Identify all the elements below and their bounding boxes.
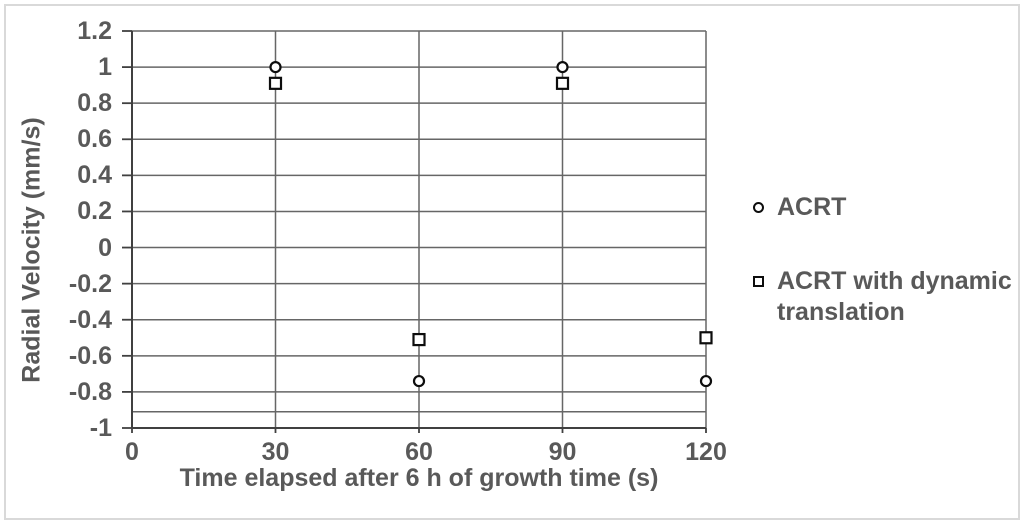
legend-label-acrt-dynamic-translation: ACRT with dynamic translation — [777, 267, 1012, 326]
y-tick-label: -0.4 — [68, 305, 112, 334]
data-point-square — [268, 76, 283, 90]
x-tick-label: 0 — [125, 438, 139, 466]
y-tick-label: 0.4 — [77, 161, 112, 190]
y-tick-label: 0.2 — [77, 197, 112, 226]
y-tick-label: 0 — [98, 233, 112, 262]
y-tick-label: -0.2 — [68, 269, 112, 298]
y-tick-label: 0.6 — [77, 125, 112, 154]
data-point-square — [412, 332, 426, 347]
data-point-square — [555, 76, 570, 90]
x-tick-label: 30 — [261, 438, 290, 466]
legend-item-acrt: ACRT — [753, 192, 1024, 223]
y-tick-label: 1 — [98, 53, 112, 82]
plot-area — [122, 30, 713, 433]
data-point-circle — [412, 374, 426, 388]
data-point-circle — [699, 374, 713, 388]
y-axis-title: Radial Velocity (mm/s) — [17, 117, 46, 383]
x-tick-label: 60 — [405, 438, 433, 466]
y-tick-label: 1.2 — [77, 17, 112, 45]
y-tick-label: -1 — [89, 414, 112, 442]
y-tick-label: 0.8 — [77, 89, 112, 118]
data-point-square — [699, 331, 713, 345]
x-tick-label: 120 — [685, 438, 727, 466]
legend-marker-circle-icon — [753, 202, 764, 213]
data-point-circle — [269, 60, 282, 74]
legend-marker-square-icon — [753, 276, 764, 287]
y-tick-label: -0.6 — [68, 341, 112, 370]
y-tick-label: -0.8 — [68, 377, 112, 406]
legend-item-acrt-dynamic-translation: ACRT with dynamic translation — [753, 266, 1024, 328]
data-point-circle — [556, 60, 569, 74]
legend-label-acrt: ACRT — [777, 193, 847, 221]
x-tick-label: 90 — [548, 438, 577, 466]
x-axis-title: Time elapsed after 6 h of growth time (s… — [179, 464, 659, 492]
